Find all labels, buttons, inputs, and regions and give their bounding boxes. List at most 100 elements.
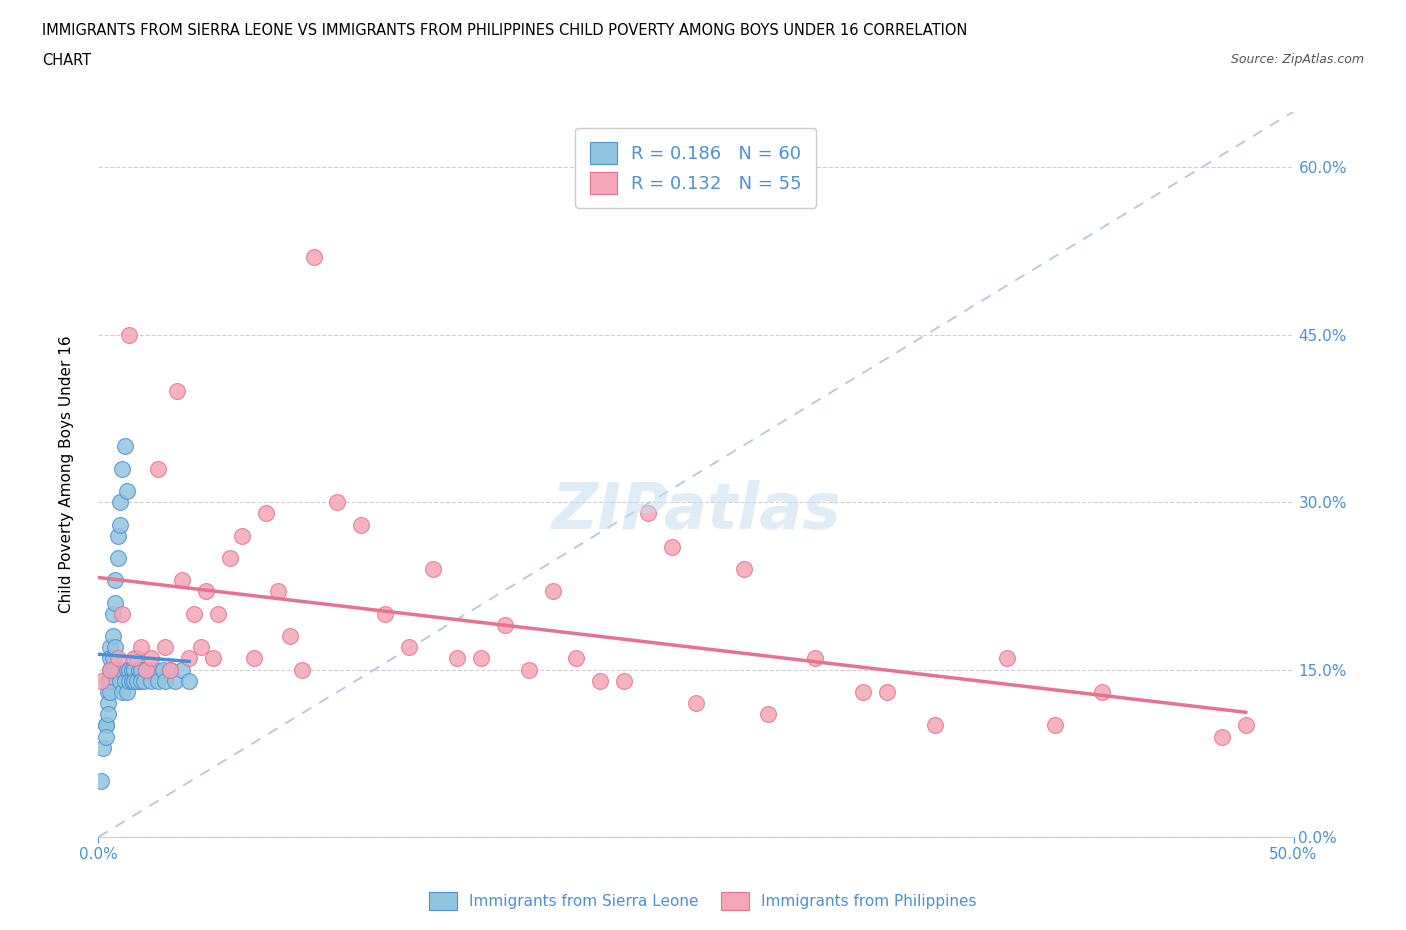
- Point: [148, 673, 170, 688]
- Point: [114, 673, 136, 688]
- Point: [104, 595, 127, 610]
- Point: [637, 506, 659, 521]
- Point: [172, 662, 194, 677]
- Point: [91, 740, 114, 755]
- Point: [124, 673, 146, 688]
- Point: [101, 606, 124, 621]
- Point: [115, 484, 138, 498]
- Point: [98, 662, 122, 677]
- Point: [924, 718, 946, 733]
- Point: [107, 551, 129, 565]
- Text: IMMIGRANTS FROM SIERRA LEONE VS IMMIGRANTS FROM PHILIPPINES CHILD POVERTY AMONG : IMMIGRANTS FROM SIERRA LEONE VS IMMIGRAN…: [42, 23, 967, 38]
- Point: [166, 383, 188, 398]
- Point: [1043, 718, 1066, 733]
- Point: [422, 562, 444, 577]
- Point: [179, 651, 201, 666]
- Point: [398, 640, 420, 655]
- Y-axis label: Child Poverty Among Boys Under 16: Child Poverty Among Boys Under 16: [59, 336, 75, 613]
- Point: [517, 662, 540, 677]
- Point: [254, 506, 277, 521]
- Point: [995, 651, 1018, 666]
- Point: [118, 673, 141, 688]
- Point: [1234, 718, 1257, 733]
- Point: [94, 718, 117, 733]
- Text: CHART: CHART: [42, 53, 91, 68]
- Text: Source: ZipAtlas.com: Source: ZipAtlas.com: [1230, 53, 1364, 66]
- Point: [97, 696, 120, 711]
- Point: [94, 718, 117, 733]
- Point: [589, 673, 612, 688]
- Point: [90, 774, 112, 789]
- Point: [613, 673, 636, 688]
- Point: [121, 662, 143, 677]
- Point: [661, 539, 683, 554]
- Point: [104, 640, 127, 655]
- Point: [159, 662, 181, 677]
- Point: [565, 651, 588, 666]
- Point: [98, 662, 122, 677]
- Point: [97, 707, 120, 722]
- Point: [302, 249, 325, 264]
- Legend: R = 0.186   N = 60, R = 0.132   N = 55: R = 0.186 N = 60, R = 0.132 N = 55: [575, 128, 817, 208]
- Point: [90, 673, 112, 688]
- Point: [179, 673, 201, 688]
- Point: [131, 640, 153, 655]
- Point: [101, 662, 124, 677]
- Point: [267, 584, 290, 599]
- Point: [98, 662, 122, 677]
- Point: [326, 495, 349, 510]
- Point: [163, 673, 186, 688]
- Point: [231, 528, 253, 543]
- Point: [125, 651, 148, 666]
- Point: [852, 684, 875, 699]
- Point: [172, 573, 194, 588]
- Point: [139, 673, 162, 688]
- Point: [207, 606, 229, 621]
- Point: [131, 662, 153, 677]
- Point: [152, 662, 174, 677]
- Point: [104, 662, 127, 677]
- Point: [107, 662, 129, 677]
- Point: [104, 573, 127, 588]
- Point: [195, 584, 218, 599]
- Point: [107, 651, 129, 666]
- Point: [159, 662, 181, 677]
- Point: [101, 629, 124, 644]
- Point: [350, 517, 373, 532]
- Point: [876, 684, 898, 699]
- Point: [108, 495, 131, 510]
- Point: [135, 662, 157, 677]
- Point: [135, 662, 157, 677]
- Point: [115, 662, 138, 677]
- Point: [541, 584, 564, 599]
- Point: [128, 662, 150, 677]
- Point: [115, 684, 138, 699]
- Point: [118, 327, 141, 342]
- Point: [118, 662, 141, 677]
- Point: [124, 662, 146, 677]
- Point: [291, 662, 314, 677]
- Point: [148, 461, 170, 476]
- Point: [98, 640, 122, 655]
- Point: [94, 729, 117, 744]
- Point: [131, 673, 153, 688]
- Point: [155, 673, 177, 688]
- Point: [125, 673, 148, 688]
- Point: [494, 618, 516, 632]
- Point: [202, 651, 225, 666]
- Point: [97, 673, 120, 688]
- Point: [183, 606, 205, 621]
- Point: [155, 640, 177, 655]
- Point: [114, 439, 136, 454]
- Point: [97, 684, 120, 699]
- Point: [138, 662, 160, 677]
- Point: [101, 651, 124, 666]
- Point: [804, 651, 827, 666]
- Point: [139, 651, 162, 666]
- Point: [108, 517, 131, 532]
- Point: [111, 606, 134, 621]
- Point: [219, 551, 242, 565]
- Point: [1091, 684, 1114, 699]
- Point: [121, 673, 143, 688]
- Point: [190, 640, 212, 655]
